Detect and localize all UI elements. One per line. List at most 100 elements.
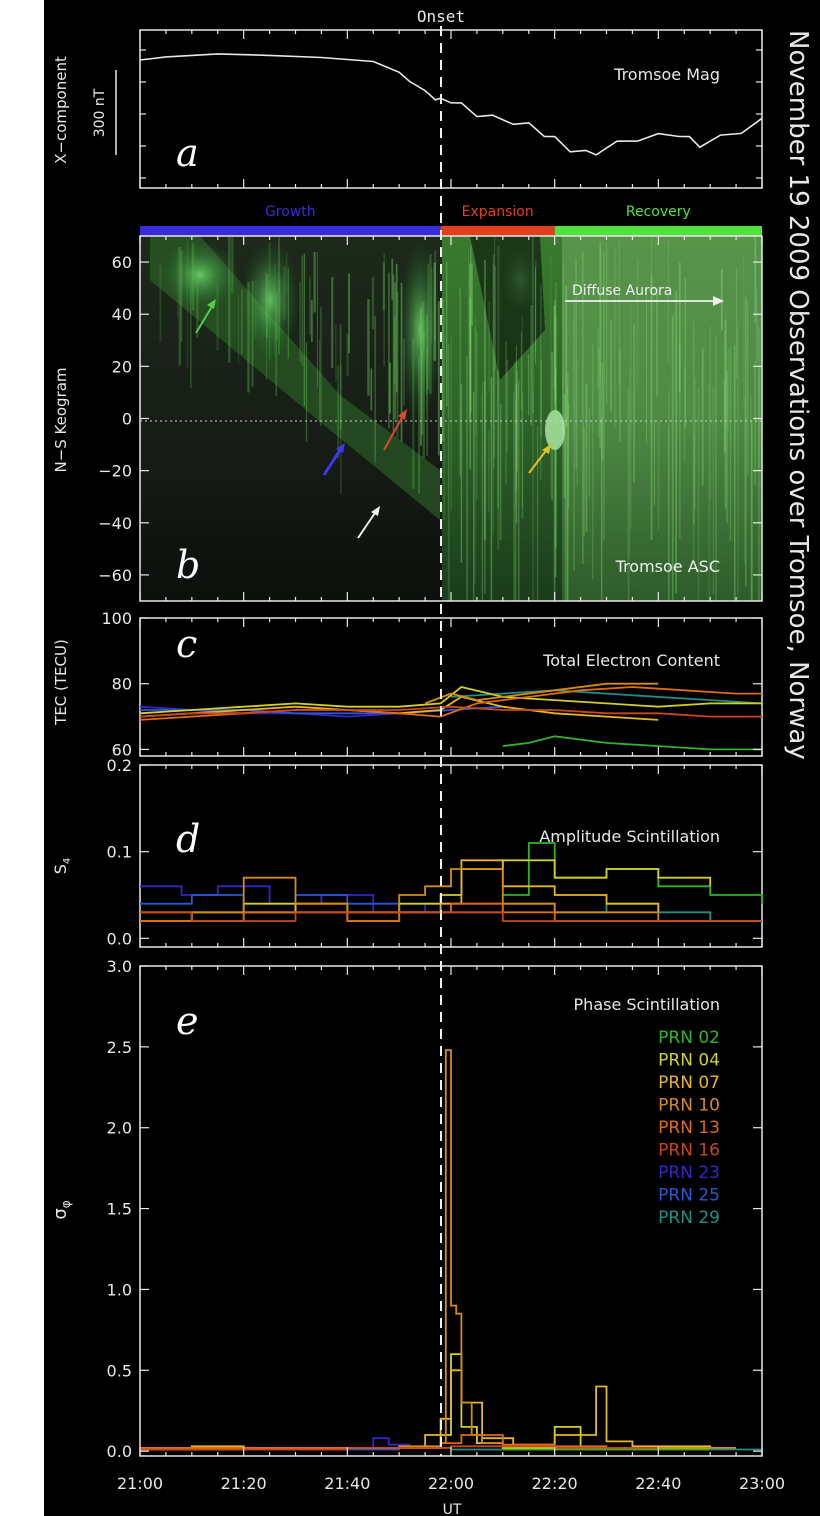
onset-label: Onset <box>417 7 465 26</box>
series-prn-23 <box>424 682 659 705</box>
y-tick-label: 0.1 <box>107 843 132 862</box>
arrow-blue <box>322 446 344 476</box>
y-tick-label: 2.0 <box>107 1119 132 1138</box>
phase-label-recovery: Recovery <box>626 204 691 220</box>
series-prn-29 <box>139 705 762 718</box>
arrow-yellow-head <box>542 444 551 454</box>
arrow-green-head <box>207 299 216 309</box>
x-axis-ticks: 21:00 21:20 21:40 22:00 22:20 22:40 23:00 <box>117 1474 785 1493</box>
y-tick-label: 60 <box>112 740 132 759</box>
y-tick-label: 80 <box>112 675 132 694</box>
x-axis-label: UT <box>443 1502 462 1516</box>
legend-item: PRN 10 <box>658 1096 720 1116</box>
x-tick-label: 21:00 <box>117 1474 163 1493</box>
arrow-red-head <box>398 409 407 420</box>
panel-c-title: Total Electron Content <box>542 651 720 670</box>
mag-series-line <box>139 53 763 156</box>
panel-a-title: Tromsoe Mag <box>613 65 720 84</box>
panel-b-ticks: 60 40 20 0 −20 −40 −60 <box>98 236 763 601</box>
legend-item: PRN 02 <box>658 1028 720 1048</box>
x-tick-label: 23:00 <box>739 1474 785 1493</box>
panel-c-ylabel: TEC (TECU) <box>52 639 70 726</box>
y-tick-label: −20 <box>98 462 132 481</box>
y-tick-label: 0.0 <box>107 1442 132 1461</box>
panel-b-ylabel: N−S Keogram <box>52 367 70 472</box>
y-tick-label: −40 <box>98 514 132 533</box>
panel-e-ticks: 3.0 2.5 2.0 1.5 1.0 0.5 0.0 <box>107 957 763 1461</box>
dark-wedge <box>470 236 545 380</box>
keogram-streaks <box>159 236 763 601</box>
keogram-right-region <box>562 236 762 601</box>
panel-b: 60 40 20 0 −20 −40 −60 Diffuse Aurora Tromsoe … <box>52 235 763 602</box>
y-tick-label: 3.0 <box>107 957 132 976</box>
phase-label-expansion: Expansion <box>462 204 534 220</box>
diffuse-aurora-arrow-head <box>713 296 724 306</box>
arrow-yellow <box>528 447 549 474</box>
legend-item: PRN 04 <box>658 1051 720 1071</box>
arrow-white <box>357 509 378 539</box>
phase-bar-expansion <box>440 226 555 236</box>
legend-item: PRN 23 <box>658 1163 720 1183</box>
y-tick-label: −60 <box>98 566 132 585</box>
series-prn-23 <box>140 868 762 922</box>
x-tick-label: 22:00 <box>428 1474 474 1493</box>
x-tick-label: 22:40 <box>635 1474 681 1493</box>
y-tick-label: 2.5 <box>107 1038 132 1057</box>
series-prn-29 <box>140 911 762 922</box>
panel-e-letter: e <box>176 999 199 1043</box>
arrow-green <box>195 302 215 334</box>
panel-d-letter: d <box>176 817 200 861</box>
legend-item: PRN 07 <box>658 1073 720 1093</box>
y-tick-label: 100 <box>101 609 132 628</box>
legend-item: PRN 25 <box>658 1186 720 1206</box>
figure-title: November 19 2009 Observations over Troms… <box>783 30 813 760</box>
panel-c: 100 80 60 Total Electron Content c TEC (TE… <box>52 609 763 759</box>
series-prn-10 <box>502 735 762 751</box>
x-tick-label: 21:40 <box>324 1474 370 1493</box>
x-tick-label: 22:20 <box>532 1474 578 1493</box>
arrow-blue-head <box>336 443 345 453</box>
y-tick-label: 60 <box>112 253 132 272</box>
panel-d-title: Amplitude Scintillation <box>539 827 720 846</box>
y-tick-label: 0.5 <box>107 1361 132 1380</box>
y-tick-label: 1.5 <box>107 1200 132 1219</box>
panel-a-ticks <box>139 30 763 188</box>
legend-item: PRN 13 <box>658 1118 720 1138</box>
legend-item: PRN 29 <box>658 1208 720 1228</box>
panel-b-title: Tromsoe ASC <box>615 557 720 576</box>
series-prn-16 <box>139 695 659 721</box>
y-tick-label: 1.0 <box>107 1280 132 1299</box>
panel-d-ticks: 0.2 0.1 0.0 <box>107 756 763 948</box>
aurora-glow-5 <box>545 410 565 450</box>
diffuse-aurora-label: Diffuse Aurora <box>572 283 672 299</box>
phase-bar-recovery <box>554 226 762 236</box>
phase-bar-growth <box>140 226 441 236</box>
scale-bar-label: 300 nT <box>92 88 108 137</box>
auroral-arc-band <box>150 236 440 520</box>
panel-a-letter: a <box>176 131 199 175</box>
y-tick-label: 0.0 <box>107 929 132 948</box>
arrow-white-head <box>371 506 380 516</box>
series-prn-07 <box>450 689 763 705</box>
panel-d: 0.20.10.0 Amplitude Scintillation d S4 <box>51 756 763 948</box>
panel-b-letter: b <box>176 543 200 587</box>
s4-series <box>140 842 763 922</box>
panel-e-title: Phase Scintillation <box>574 995 720 1014</box>
y-tick-label: 0.2 <box>107 756 132 775</box>
panel-a: Tromsoe Mag a X−component 300 nT <box>52 29 763 189</box>
x-tick-label: 21:20 <box>221 1474 267 1493</box>
tec-series <box>139 682 763 751</box>
panel-c-letter: c <box>176 622 197 666</box>
y-tick-label: 40 <box>112 305 132 324</box>
aurora-glow-3 <box>398 240 442 420</box>
series-prn-13 <box>139 686 762 715</box>
panel-a-ylabel: X−component <box>52 56 70 164</box>
arrow-red <box>383 413 405 451</box>
panel-c-ticks: 100 80 60 <box>101 609 763 759</box>
phase-label-growth: Growth <box>265 204 316 220</box>
legend-item: PRN 16 <box>658 1141 720 1161</box>
phase-bars: Growth Expansion Recovery <box>140 204 762 236</box>
panel-e: 3.0 2.5 2.0 1.5 1.0 0.5 0.0 Phase Scintillatio… <box>50 957 763 1461</box>
